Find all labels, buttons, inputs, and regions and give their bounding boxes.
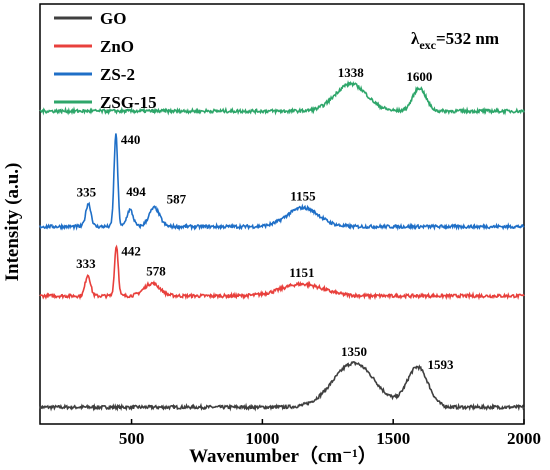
peak-label: 335 [77, 185, 97, 200]
peak-label: 440 [121, 132, 141, 147]
series-line-zsg-15 [39, 80, 525, 116]
peak-label: 442 [121, 243, 141, 258]
legend-label: GO [100, 9, 126, 28]
series-layer [39, 80, 525, 412]
plot-area: 500 1000 1500 2000 [39, 3, 541, 448]
legend-label: ZSG-15 [100, 93, 157, 112]
x-tick-label: 2000 [507, 429, 541, 448]
peak-label: 1593 [428, 357, 455, 372]
x-tick-label: 1000 [245, 429, 279, 448]
annotation-prefix: λ [411, 29, 420, 48]
peak-label: 1338 [338, 65, 365, 80]
y-axis-title: Intensity (a.u.) [2, 163, 23, 282]
legend-label: ZS-2 [100, 65, 135, 84]
legend: GO ZnO ZS-2 ZSG-15 [54, 9, 157, 112]
peak-label: 1155 [290, 189, 316, 204]
series-line-zs-2 [39, 133, 525, 232]
legend-label: ZnO [100, 37, 134, 56]
peak-label: 1600 [406, 69, 432, 84]
peak-labels: 1350 1593 333 442 578 1151 335 440 494 587 1155 133… [76, 65, 454, 372]
series-line-go [39, 360, 525, 412]
peak-label: 333 [76, 256, 96, 271]
annotation-subscript: exc [419, 38, 436, 52]
peak-label: 1151 [289, 265, 314, 280]
series-line-zno [39, 244, 525, 301]
x-axis-title: Wavenumber（cm⁻¹） [189, 444, 377, 467]
annotation-suffix: =532 nm [436, 29, 499, 48]
x-tick-label: 500 [119, 429, 145, 448]
peak-label: 578 [146, 263, 166, 278]
excitation-annotation: λexc=532 nm [411, 29, 499, 52]
x-tick-label: 1500 [376, 429, 410, 448]
peak-label: 587 [167, 192, 187, 207]
peak-label: 494 [126, 184, 146, 199]
axes-frame [39, 3, 525, 425]
peak-label: 1350 [341, 344, 367, 359]
